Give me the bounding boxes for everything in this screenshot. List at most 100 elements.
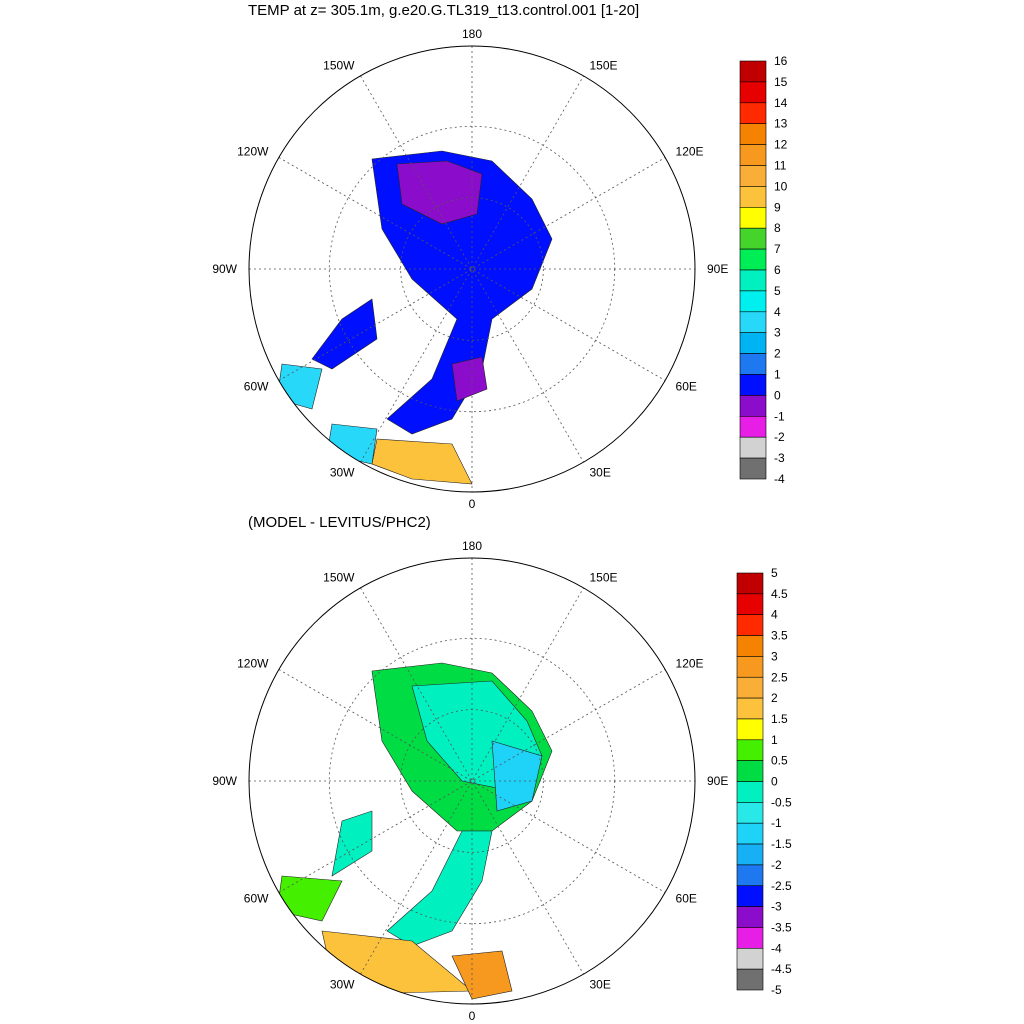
longitude-label: 90E — [707, 774, 728, 788]
colorbar-swatch — [736, 947, 764, 970]
longitude-label: 90E — [707, 262, 728, 276]
colorbar-tick-label: 3 — [771, 649, 778, 663]
colorbar-tick-label: 16 — [774, 54, 788, 68]
colorbar-tick-label: -2 — [771, 858, 782, 872]
colorbar-tick-label: 1.5 — [771, 712, 788, 726]
colorbar-swatch — [739, 248, 767, 271]
colorbar-swatch — [736, 614, 764, 636]
colorbar-swatch — [739, 332, 767, 354]
colorbar-swatch — [736, 906, 764, 928]
bottom-colorbar: 5 4.5 4 3.5 3 2.5 2 1.5 1 0.5 0 -0.5 -1 -1.5 -2 -2.5 -3 -… — [736, 566, 792, 997]
meridian-line — [360, 75, 584, 463]
colorbar-swatch — [739, 311, 767, 333]
colorbar-swatch — [736, 635, 764, 657]
colorbar-swatch — [736, 572, 764, 595]
bottom-map: 180 150E 120E 90E 60E 30E 0 30W 60W 90W 120W 150W — [212, 539, 728, 1023]
meridian-line — [278, 669, 666, 893]
longitude-label: 30W — [330, 978, 355, 992]
colorbar-tick-label: 4 — [771, 608, 778, 622]
colorbar-tick-label: -3 — [774, 451, 785, 465]
colorbar-swatch — [739, 60, 767, 83]
colorbar-swatch — [736, 676, 764, 699]
longitude-label: 0 — [469, 1009, 476, 1023]
longitude-label: 30W — [330, 466, 355, 480]
colorbar-tick-label: -5 — [771, 983, 782, 997]
colorbar-tick-label: 5 — [771, 566, 778, 580]
colorbar-swatch — [739, 207, 767, 229]
field-region — [451, 356, 488, 402]
colorbar-tick-label: 3 — [774, 326, 781, 340]
field-region — [276, 875, 343, 922]
colorbar-swatch — [739, 186, 767, 208]
colorbar-swatch — [736, 968, 764, 991]
colorbar-tick-label: 2 — [774, 347, 781, 361]
colorbar-tick-label: 4 — [774, 305, 781, 319]
colorbar-swatch — [739, 290, 767, 313]
colorbar-tick-label: -4 — [771, 941, 782, 955]
longitude-label: 60W — [244, 892, 269, 906]
colorbar-swatch — [736, 843, 764, 866]
colorbar-swatch — [739, 123, 767, 145]
colorbar-tick-label: 3.5 — [771, 629, 788, 643]
meridian-line — [360, 587, 584, 975]
field-region — [276, 363, 323, 410]
longitude-label: 60E — [676, 380, 697, 394]
meridian-line — [360, 75, 584, 463]
longitude-label: 30E — [590, 978, 611, 992]
longitude-label: 90W — [212, 262, 237, 276]
field-region — [451, 950, 513, 1000]
longitude-label: 120E — [676, 145, 704, 159]
colorbar-tick-label: 1 — [771, 733, 778, 747]
colorbar-tick-label: 10 — [774, 179, 788, 193]
colorbar-swatch — [739, 269, 767, 292]
longitude-label: 150W — [323, 58, 355, 72]
meridian-line — [278, 669, 666, 893]
colorbar-swatch — [739, 102, 767, 125]
meridian-line — [278, 157, 666, 381]
colorbar-swatch — [736, 802, 764, 824]
bottom-panel-title: (MODEL - LEVITUS/PHC2) — [248, 514, 431, 531]
colorbar-tick-label: 8 — [774, 221, 781, 235]
colorbar-tick-label: 7 — [774, 242, 781, 256]
colorbar-swatch — [739, 353, 767, 375]
colorbar-tick-label: 0.5 — [771, 754, 788, 768]
colorbar-swatch — [736, 781, 764, 803]
field-region — [491, 740, 543, 812]
map-boundary — [248, 45, 696, 493]
colorbar-swatch — [736, 885, 764, 907]
colorbar-tick-label: -1.5 — [771, 837, 792, 851]
colorbar-swatch — [739, 227, 767, 250]
colorbar-swatch — [736, 927, 764, 949]
colorbar-tick-label: 15 — [774, 75, 788, 89]
colorbar-swatch — [736, 822, 764, 845]
colorbar-tick-label: 11 — [774, 159, 787, 173]
colorbar-tick-label: -1 — [771, 816, 782, 830]
colorbar-swatch — [736, 739, 764, 761]
colorbar-swatch — [739, 415, 767, 438]
colorbar-tick-label: 13 — [774, 117, 788, 131]
colorbar-swatch — [739, 144, 767, 166]
longitude-label: 90W — [212, 774, 237, 788]
longitude-label: 60E — [676, 892, 697, 906]
colorbar-tick-label: 1 — [774, 368, 781, 382]
top-panel-title: TEMP at z= 305.1m, g.e20.G.TL319_t13.con… — [248, 2, 640, 19]
colorbar-tick-label: -3 — [771, 900, 782, 914]
colorbar-tick-label: 0 — [771, 775, 778, 789]
colorbar-tick-label: -3.5 — [771, 920, 792, 934]
field-region — [371, 438, 473, 485]
longitude-label: 150E — [590, 570, 618, 584]
colorbar-tick-label: -0.5 — [771, 795, 792, 809]
colorbar-tick-label: 6 — [774, 263, 781, 277]
colorbar-tick-label: 5 — [774, 284, 781, 298]
colorbar-tick-label: 2.5 — [771, 670, 788, 684]
colorbar-tick-label: -2.5 — [771, 879, 792, 893]
colorbar-tick-label: -2 — [774, 430, 785, 444]
colorbar-swatch — [736, 718, 764, 741]
colorbar-tick-label: 12 — [774, 138, 788, 152]
colorbar-swatch — [739, 395, 767, 417]
field-region — [331, 810, 373, 877]
field-region — [386, 830, 493, 947]
meridian-line — [278, 157, 666, 381]
colorbar-swatch — [736, 864, 764, 887]
